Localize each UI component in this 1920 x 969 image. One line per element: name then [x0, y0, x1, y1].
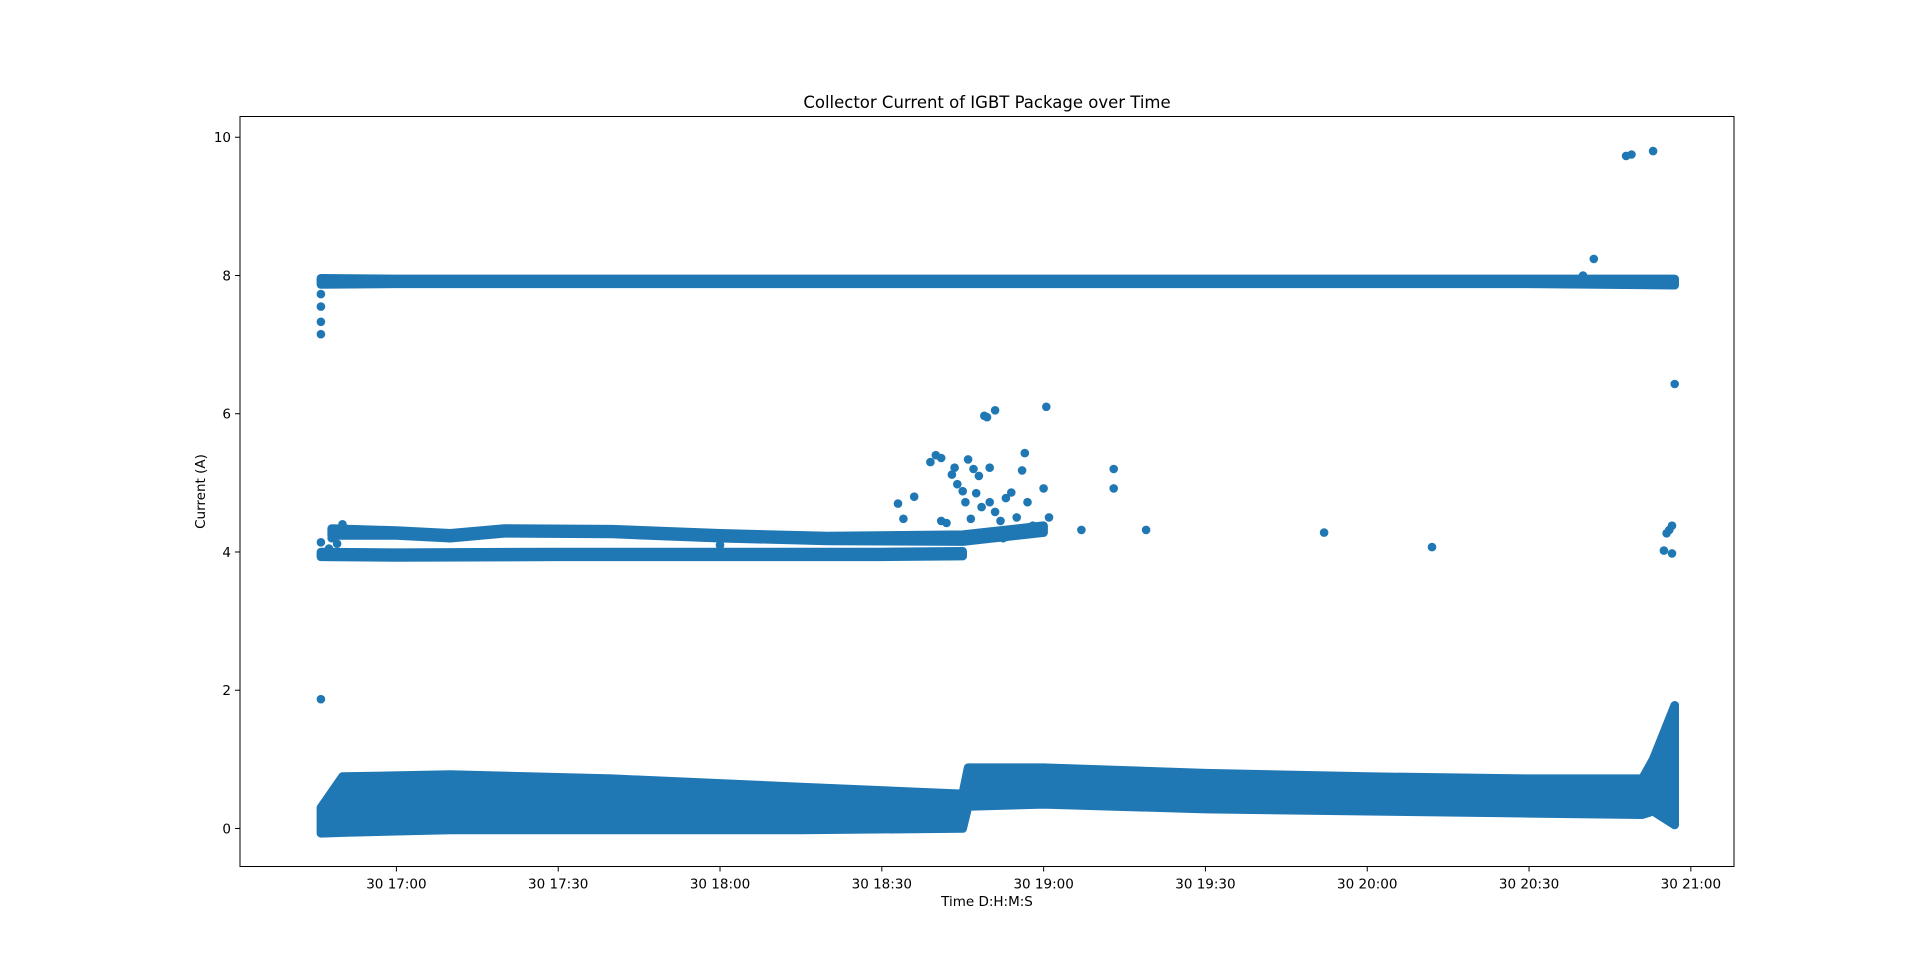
scatter-point: [982, 412, 992, 422]
scatter-point: [1077, 525, 1086, 535]
scatter-point: [1319, 528, 1329, 537]
scatter-point: [1589, 254, 1599, 264]
scatter-point: [1012, 513, 1021, 522]
scatter-point: [316, 289, 326, 299]
x-tick-label: 30 19:00: [1013, 877, 1073, 893]
scatter-point: [1109, 464, 1118, 474]
scatter-point: [950, 463, 959, 473]
scatter-point: [332, 539, 342, 548]
scatter-point: [899, 514, 908, 524]
x-tick-label: 30 18:00: [690, 877, 750, 893]
plot-data-layer: [316, 146, 1679, 838]
scatter-point: [909, 492, 919, 502]
dense-marker-band: [327, 521, 1048, 546]
x-tick-label: 30 18:30: [852, 877, 912, 893]
x-tick-label: 30 17:30: [528, 877, 588, 893]
scatter-point: [316, 538, 326, 547]
scatter-point: [942, 518, 951, 528]
scatter-point: [338, 520, 347, 529]
scatter-point: [963, 455, 973, 464]
x-tick-label: 30 20:00: [1337, 877, 1397, 893]
dense-marker-band: [316, 273, 1679, 290]
scatter-point: [1427, 542, 1437, 552]
axes-layer: 30 17:00 30 17:30 30 18:00 30 18:30 30 19:00…: [214, 116, 1735, 893]
scatter-point: [1001, 493, 1011, 503]
scatter-point: [1017, 466, 1027, 475]
scatter-point: [998, 533, 1008, 543]
x-tick-label: 30 20:30: [1499, 877, 1559, 893]
scatter-point: [1578, 271, 1588, 280]
x-tick-label: 30 21:00: [1661, 877, 1721, 893]
scatter-point: [1039, 484, 1048, 493]
scatter-point: [1648, 146, 1658, 156]
scatter-point: [990, 507, 1000, 517]
scatter-point: [1667, 549, 1677, 558]
scatter-point: [926, 457, 935, 467]
y-tick-label: 0: [222, 821, 231, 837]
scatter-point: [316, 329, 326, 339]
scatter-point: [961, 497, 970, 507]
scatter-point: [985, 497, 994, 507]
scatter-point: [996, 516, 1005, 526]
scatter-point: [316, 302, 326, 311]
scatter-point: [327, 533, 337, 543]
scatter-point: [1670, 379, 1679, 389]
dense-marker-band: [316, 701, 1679, 838]
scatter-point: [990, 406, 1000, 415]
scatter-point: [953, 479, 962, 489]
y-axis-ticks: 0 2 4 6 8 10: [214, 130, 240, 837]
y-tick-label: 6: [222, 407, 231, 423]
scatter-point: [947, 470, 957, 479]
scatter-point: [977, 502, 986, 512]
dense-marker-band: [316, 546, 968, 562]
scatter-point: [936, 453, 946, 463]
scatter-point: [966, 514, 976, 524]
x-axis-label: Time D:H:M:S: [940, 894, 1033, 910]
x-tick-label: 30 17:00: [366, 877, 426, 893]
scatter-point: [316, 317, 326, 327]
y-axis-label: Current (A): [193, 454, 209, 529]
scatter-point: [969, 464, 978, 474]
scatter-point: [1028, 521, 1038, 530]
plot-frame: [239, 116, 1735, 867]
scatter-point: [1023, 497, 1032, 507]
scatter-point: [974, 471, 984, 481]
chart-title: Collector Current of IGBT Package over T…: [803, 93, 1170, 112]
scatter-point: [1007, 488, 1016, 497]
scatter-point: [316, 694, 326, 704]
x-axis-ticks: 30 17:00 30 17:30 30 18:00 30 18:30 30 19:00…: [366, 866, 1721, 893]
scatter-point: [958, 486, 967, 496]
scatter-point: [1667, 521, 1677, 530]
scatter-point: [715, 540, 725, 550]
y-tick-label: 2: [222, 683, 231, 699]
scatter-point: [1141, 525, 1151, 535]
scatter-point: [1109, 484, 1118, 493]
scatter-point: [1627, 150, 1636, 159]
scatter-point: [1042, 402, 1051, 412]
y-tick-label: 4: [222, 545, 231, 561]
x-tick-label: 30 19:30: [1175, 877, 1235, 893]
scatter-point: [893, 499, 903, 508]
scatter-point: [985, 463, 994, 473]
scatter-point: [1659, 546, 1669, 555]
scatter-point: [971, 488, 981, 498]
y-tick-label: 10: [214, 130, 231, 146]
scatter-point: [1020, 448, 1030, 458]
scatter-point: [1670, 701, 1679, 710]
scatter-point: [1044, 513, 1054, 522]
scatter-point: [324, 544, 334, 553]
y-tick-label: 8: [222, 268, 231, 284]
